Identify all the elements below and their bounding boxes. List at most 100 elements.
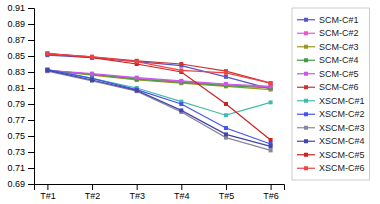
x-tick-mark (181, 184, 182, 190)
legend-label: XSCM-C#1 (319, 96, 365, 106)
point (269, 85, 273, 89)
point (45, 69, 49, 73)
legend-label: XSCM-C#6 (319, 163, 365, 173)
series (45, 69, 272, 152)
y-tick: 0.89 (7, 19, 34, 29)
y-axis-line (28, 9, 35, 185)
legend-label: SCM-C#1 (319, 15, 359, 25)
series-line (47, 70, 270, 146)
x-tick-label: T#3 (129, 191, 145, 201)
point (269, 148, 273, 152)
point (45, 52, 49, 56)
point (135, 76, 139, 80)
legend-swatch-marker (304, 139, 308, 143)
legend-swatch-marker (304, 153, 308, 157)
y-tick: 0.81 (7, 83, 34, 93)
point (224, 75, 228, 79)
point (135, 60, 139, 64)
point (179, 79, 183, 83)
y-tick-label: 0.79 (7, 99, 25, 109)
series-line (47, 70, 270, 88)
legend-item: SCM-C#4 (297, 55, 359, 65)
series (45, 68, 272, 146)
point (135, 76, 139, 80)
series-line (47, 54, 270, 84)
legend-item: XSCM-C#6 (297, 163, 365, 173)
legend-item: SCM-C#5 (297, 69, 359, 79)
point (135, 88, 139, 92)
point (135, 89, 139, 93)
point (224, 113, 228, 117)
legend-label: XSCM-C#5 (319, 150, 365, 160)
y-tick-mark (28, 56, 34, 57)
point (90, 72, 94, 76)
point (45, 68, 49, 72)
y-tick-label: 0.89 (7, 19, 25, 29)
point (269, 81, 273, 85)
legend-swatch-marker (304, 31, 308, 35)
y-tick-mark (28, 168, 34, 169)
y-tick-mark (28, 136, 34, 137)
point (135, 60, 139, 64)
x-axis: T#1T#2T#3T#4T#5T#6 (35, 184, 285, 201)
legend-swatch-marker (304, 99, 308, 103)
point (90, 72, 94, 76)
y-tick: 0.73 (7, 147, 34, 157)
point (224, 71, 228, 75)
legend-label: XSCM-C#2 (319, 109, 365, 119)
legend-item: XSCM-C#3 (297, 123, 365, 133)
legend-label: SCM-C#6 (319, 82, 359, 92)
legend-swatch-marker (304, 72, 308, 76)
point (179, 68, 183, 72)
legend-swatch-marker (304, 58, 308, 62)
point (45, 68, 49, 72)
data (45, 52, 272, 153)
legend-label: SCM-C#2 (319, 28, 359, 38)
point (45, 68, 49, 72)
series-line (47, 55, 270, 89)
x-axis-line (35, 185, 285, 191)
legend-swatch-marker (304, 166, 308, 170)
x-tick-label: T#2 (85, 191, 101, 201)
legend-swatch-marker (304, 126, 308, 130)
y-tick-label: 0.73 (7, 147, 25, 157)
x-tick: T#2 (85, 184, 101, 201)
point (224, 132, 228, 136)
series-line (47, 70, 270, 144)
y-tick-label: 0.83 (7, 67, 25, 77)
legend-label: SCM-C#5 (319, 69, 359, 79)
legend-label: SCM-C#3 (319, 42, 359, 52)
point (135, 59, 139, 63)
series (45, 52, 272, 86)
point (269, 100, 273, 104)
y-tick-label: 0.85 (7, 51, 25, 61)
y-tick-label: 0.87 (7, 35, 25, 45)
series (45, 53, 272, 91)
y-tick-mark (28, 88, 34, 89)
legend-item: SCM-C#1 (297, 15, 359, 25)
point (224, 82, 228, 86)
legend-label: SCM-C#4 (319, 55, 359, 65)
point (90, 55, 94, 59)
x-tick: T#5 (219, 184, 235, 201)
y-axis: 0.690.710.730.750.770.790.810.830.850.87… (7, 3, 34, 189)
point (45, 52, 49, 56)
y-tick-label: 0.75 (7, 131, 25, 141)
y-tick: 0.91 (7, 3, 34, 13)
x-tick-label: T#5 (219, 191, 235, 201)
legend-item: SCM-C#3 (297, 42, 359, 52)
y-tick-mark (28, 24, 34, 25)
point (179, 108, 183, 112)
point (90, 78, 94, 82)
y-tick-label: 0.69 (7, 179, 25, 189)
y-tick-mark (28, 152, 34, 153)
y-tick-mark (28, 72, 34, 73)
plot: T#1T#2T#3T#4T#5T#60.690.710.730.750.770.… (7, 3, 284, 201)
y-tick-label: 0.71 (7, 163, 25, 173)
point (269, 138, 273, 142)
legend-swatch-marker (304, 18, 308, 22)
legend-label: XSCM-C#3 (319, 123, 365, 133)
series-line (47, 54, 270, 140)
series (45, 52, 272, 142)
point (45, 68, 49, 72)
